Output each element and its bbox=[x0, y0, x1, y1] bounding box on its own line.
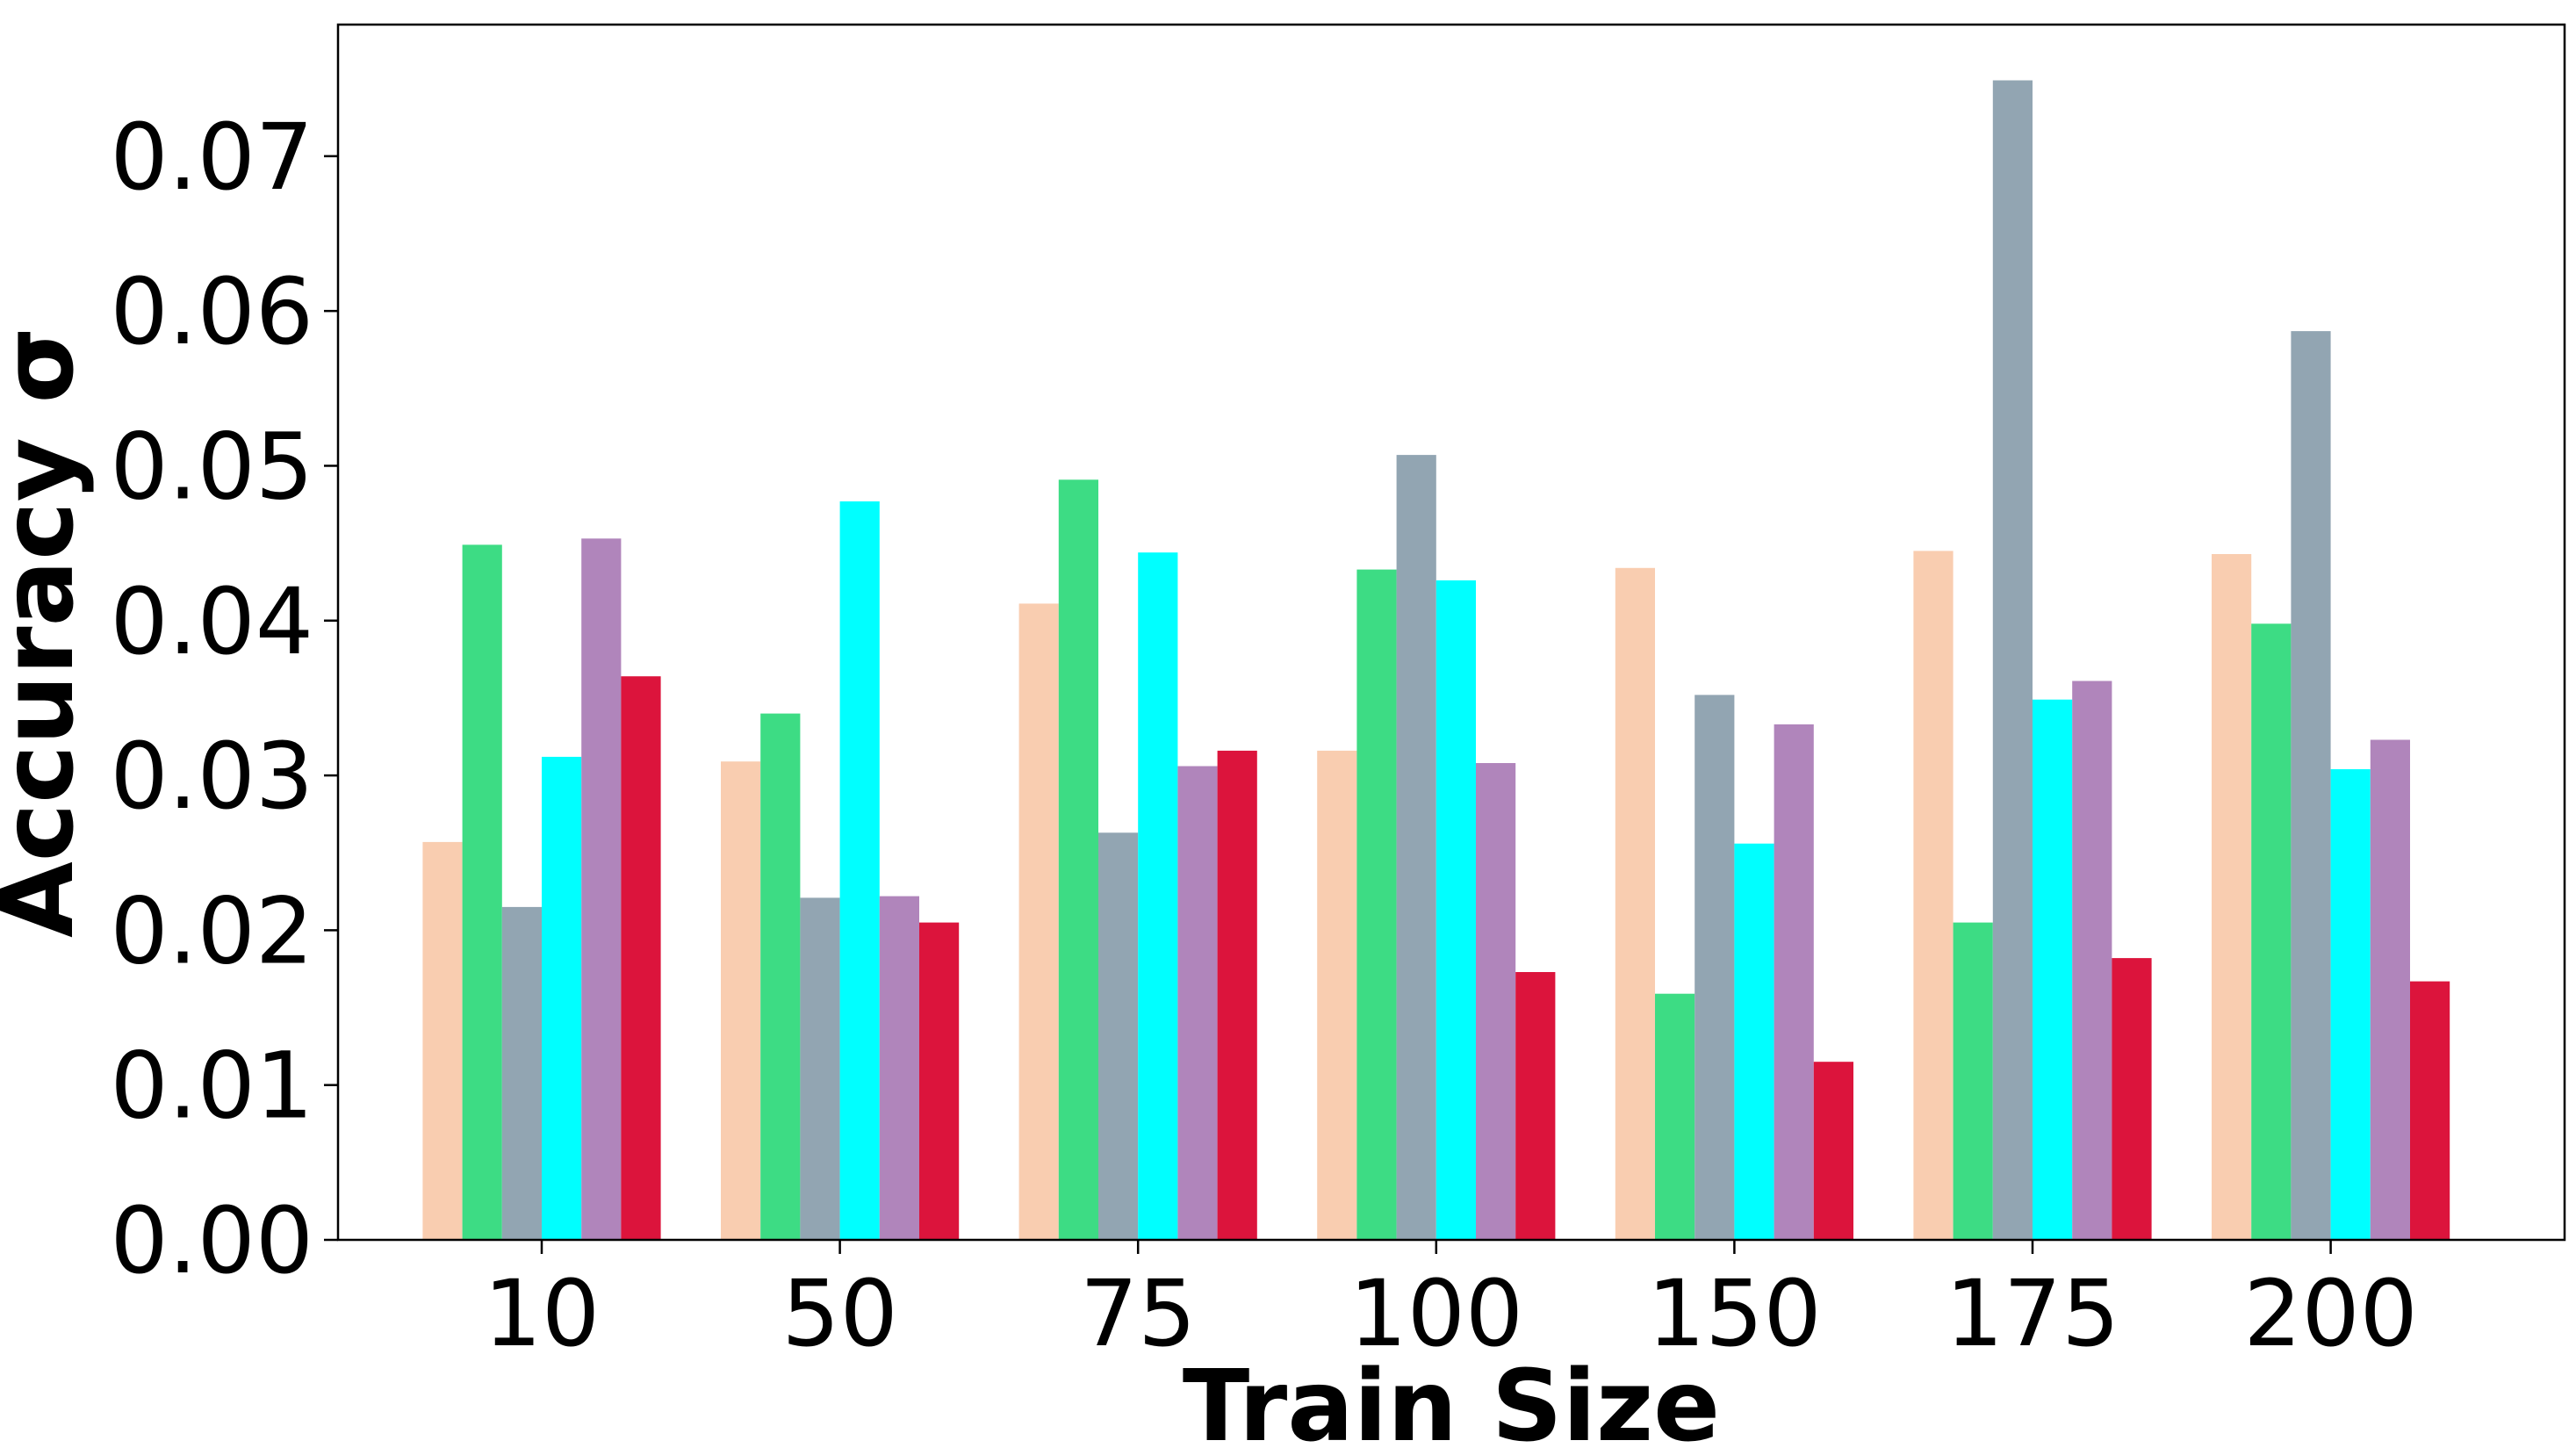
bar-150-series-2 bbox=[1655, 993, 1695, 1240]
bar-175-series-4 bbox=[2033, 699, 2073, 1240]
bars-layer bbox=[422, 80, 2450, 1241]
bar-100-series-1 bbox=[1317, 750, 1357, 1240]
bar-100-series-4 bbox=[1436, 580, 1476, 1240]
bar-100-series-3 bbox=[1396, 455, 1436, 1240]
bar-50-series-3 bbox=[800, 897, 840, 1240]
bar-150-series-6 bbox=[1813, 1062, 1853, 1240]
x-tick-label: 200 bbox=[2243, 1260, 2418, 1367]
y-tick-label: 0.01 bbox=[110, 1033, 313, 1140]
bar-200-series-2 bbox=[2251, 623, 2292, 1240]
bar-200-series-3 bbox=[2291, 331, 2331, 1241]
x-tick-label: 50 bbox=[781, 1260, 897, 1367]
y-tick-label: 0.05 bbox=[110, 413, 313, 520]
bar-150-series-4 bbox=[1734, 843, 1774, 1240]
bar-175-series-5 bbox=[2072, 681, 2112, 1240]
bar-50-series-1 bbox=[721, 761, 761, 1240]
bar-150-series-1 bbox=[1615, 567, 1655, 1240]
bar-10-series-4 bbox=[542, 756, 582, 1240]
bar-50-series-6 bbox=[919, 922, 960, 1240]
y-tick-label: 0.03 bbox=[110, 723, 313, 830]
bar-75-series-4 bbox=[1138, 552, 1178, 1240]
y-tick-label: 0.07 bbox=[110, 104, 313, 211]
bar-150-series-3 bbox=[1695, 695, 1735, 1240]
bar-200-series-5 bbox=[2370, 739, 2410, 1240]
bar-50-series-4 bbox=[839, 501, 880, 1240]
x-tick-label: 150 bbox=[1647, 1260, 1822, 1367]
bar-100-series-2 bbox=[1356, 569, 1397, 1240]
y-tick-label: 0.06 bbox=[110, 258, 313, 365]
bar-50-series-5 bbox=[879, 896, 919, 1240]
bar-10-series-6 bbox=[621, 676, 661, 1240]
bar-200-series-1 bbox=[2212, 554, 2252, 1240]
bar-200-series-6 bbox=[2410, 981, 2450, 1240]
bar-75-series-3 bbox=[1098, 832, 1139, 1240]
x-tick-label: 75 bbox=[1080, 1260, 1196, 1367]
bar-150-series-5 bbox=[1774, 724, 1814, 1240]
bar-10-series-2 bbox=[462, 544, 502, 1240]
bar-175-series-1 bbox=[1913, 551, 1954, 1240]
bar-175-series-6 bbox=[2112, 958, 2152, 1240]
bar-75-series-2 bbox=[1058, 479, 1098, 1240]
bar-10-series-3 bbox=[501, 906, 542, 1240]
bar-100-series-6 bbox=[1515, 972, 1556, 1240]
bar-10-series-5 bbox=[581, 538, 622, 1240]
bar-175-series-3 bbox=[1992, 80, 2033, 1240]
x-tick-label: 10 bbox=[484, 1260, 600, 1367]
bar-175-series-2 bbox=[1953, 922, 1993, 1240]
y-tick-label: 0.04 bbox=[110, 568, 313, 675]
y-tick-label: 0.02 bbox=[110, 877, 313, 984]
x-axis-title: Train Size bbox=[1183, 1350, 1720, 1451]
x-axis: 10 50 75 100 150 175 200 bbox=[484, 1240, 2418, 1367]
bar-50-series-2 bbox=[760, 713, 801, 1240]
bar-75-series-5 bbox=[1177, 766, 1218, 1240]
y-axis-title: Accuracy σ bbox=[0, 327, 96, 938]
bar-75-series-1 bbox=[1018, 603, 1059, 1240]
x-tick-label: 175 bbox=[1946, 1260, 2120, 1367]
bar-200-series-4 bbox=[2330, 769, 2371, 1240]
y-axis: 0.00 0.01 0.02 0.03 0.04 0.05 0.06 0.07 bbox=[110, 104, 338, 1294]
y-tick-label: 0.00 bbox=[110, 1187, 313, 1294]
bar-10-series-1 bbox=[422, 841, 463, 1240]
bar-75-series-6 bbox=[1217, 750, 1257, 1240]
plot-frame bbox=[336, 23, 2566, 1242]
x-tick-label: 100 bbox=[1349, 1260, 1524, 1367]
bar-100-series-5 bbox=[1476, 763, 1516, 1240]
